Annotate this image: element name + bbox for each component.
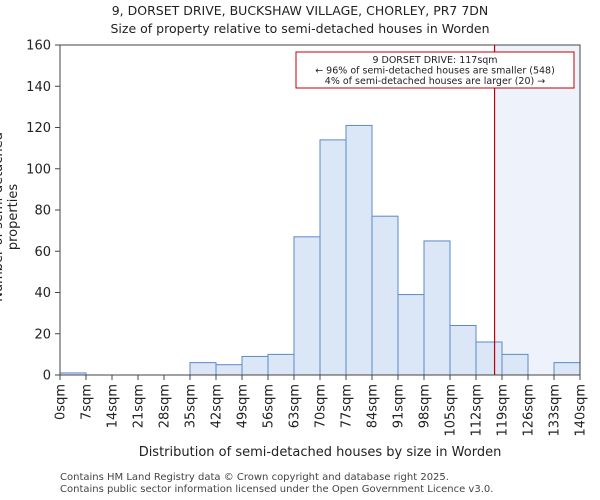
x-tick-label: 105sqm xyxy=(444,384,459,437)
histogram-bar xyxy=(189,362,217,376)
y-tick-label: 40 xyxy=(34,286,51,301)
x-tick-label: 140sqm xyxy=(574,384,589,437)
x-tick-label: 126sqm xyxy=(522,384,537,437)
y-tick-label: 120 xyxy=(26,121,51,136)
histogram-bar xyxy=(397,294,425,376)
x-tick-label: 77sqm xyxy=(340,384,355,428)
x-tick-label: 133sqm xyxy=(548,384,563,437)
larger-region-shading xyxy=(494,45,580,375)
x-tick-label: 84sqm xyxy=(366,384,381,428)
y-axis-label: Number of semi-detached properties xyxy=(0,132,21,302)
x-tick-label: 91sqm xyxy=(392,384,407,428)
x-tick-label: 14sqm xyxy=(106,384,121,428)
x-tick-label: 56sqm xyxy=(262,384,277,428)
histogram-bar xyxy=(319,139,347,376)
x-tick-label: 70sqm xyxy=(314,384,329,428)
footer-copyright: Contains HM Land Registry data © Crown c… xyxy=(60,472,449,483)
x-tick-label: 7sqm xyxy=(80,384,95,420)
y-tick-label: 60 xyxy=(34,245,51,260)
histogram-bar xyxy=(293,236,321,376)
y-tick-label: 80 xyxy=(34,204,51,219)
x-axis-label: Distribution of semi-detached houses by … xyxy=(138,445,502,460)
footer-licence: Contains public sector information licen… xyxy=(60,484,494,495)
x-tick-label: 98sqm xyxy=(418,384,433,428)
histogram-bar xyxy=(371,215,399,376)
x-tick-label: 42sqm xyxy=(210,384,225,428)
x-tick-label: 112sqm xyxy=(470,384,485,437)
x-tick-label: 0sqm xyxy=(54,384,69,420)
chart-subtitle: Size of property relative to semi-detach… xyxy=(110,21,490,36)
chart-title: 9, DORSET DRIVE, BUCKSHAW VILLAGE, CHORL… xyxy=(111,3,489,18)
x-tick-label: 21sqm xyxy=(132,384,147,428)
histogram-bar xyxy=(449,325,477,376)
y-tick-label: 160 xyxy=(26,39,51,54)
y-tick-label: 100 xyxy=(26,162,51,177)
x-tick-label: 119sqm xyxy=(496,384,511,437)
histogram-bar xyxy=(267,353,295,376)
annotation-title: 9 DORSET DRIVE: 117sqm xyxy=(372,55,497,66)
histogram-bar xyxy=(215,364,243,376)
annotation-smaller: ← 96% of semi-detached houses are smalle… xyxy=(315,66,555,77)
annotation-larger: 4% of semi-detached houses are larger (2… xyxy=(325,76,545,87)
x-tick-label: 28sqm xyxy=(158,384,173,428)
y-tick-label: 20 xyxy=(34,327,51,342)
histogram-bar xyxy=(501,353,529,376)
histogram-bar xyxy=(241,355,269,376)
x-tick-label: 63sqm xyxy=(288,384,303,428)
histogram-bar xyxy=(423,240,451,376)
annotation-box xyxy=(295,51,575,89)
y-tick-label: 0 xyxy=(43,369,51,384)
histogram-bar xyxy=(553,362,581,376)
histogram-bar xyxy=(475,341,503,376)
histogram-bar xyxy=(345,124,373,376)
y-tick-label: 140 xyxy=(26,80,51,95)
x-tick-label: 35sqm xyxy=(184,384,199,428)
x-tick-label: 49sqm xyxy=(236,384,251,428)
